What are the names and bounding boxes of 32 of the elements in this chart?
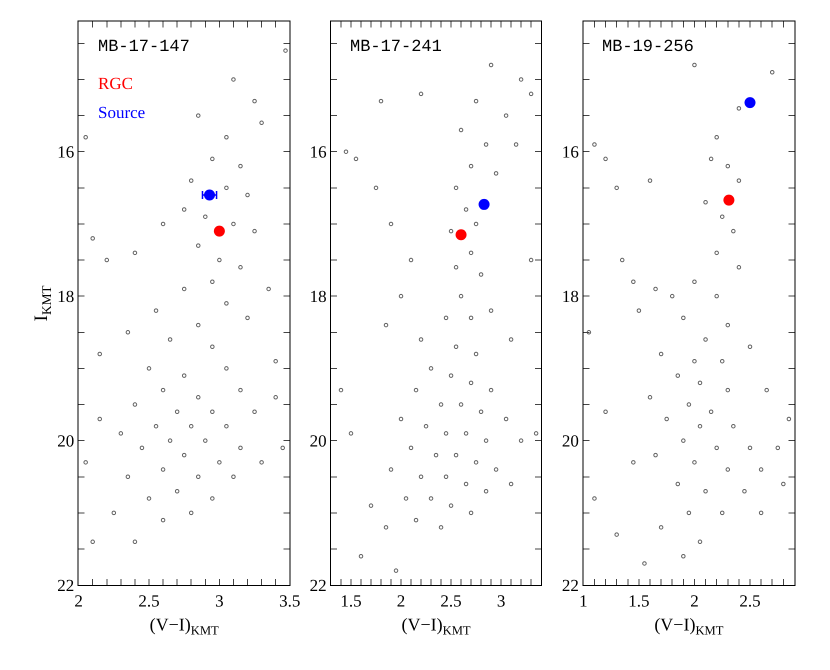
x-tick-label: 2.5 — [739, 592, 761, 611]
text: MB-17-241 — [350, 38, 442, 57]
y-tick-label: 20 — [57, 432, 74, 451]
x-tick-label: 1 — [579, 592, 588, 611]
text: MB-19-256 — [602, 38, 694, 57]
x-tick-label: 1.5 — [628, 592, 650, 611]
y-tick-label: 18 — [562, 287, 579, 306]
y-tick-label: 20 — [310, 432, 327, 451]
y-tick-label: 16 — [562, 142, 579, 162]
x-tick-label: 3.5 — [279, 592, 300, 611]
x-tick-label: 1.5 — [340, 592, 362, 611]
text: RGC — [98, 74, 133, 93]
x-axis-title: (V−I)$_{KMT}$ — [654, 614, 724, 638]
x-tick-label: 2 — [396, 592, 406, 611]
x-tick-label: 3 — [215, 592, 224, 611]
x-tick-label: 2.5 — [440, 592, 462, 611]
x-tick-label: 2.5 — [138, 592, 160, 611]
x-axis-title: (V−I)$_{KMT}$ — [401, 614, 471, 638]
text: MB-17-147 — [98, 38, 190, 57]
y-tick-label: 16 — [310, 142, 327, 162]
y-tick-label: 22 — [310, 576, 327, 596]
y-tick-label: 20 — [562, 432, 579, 451]
y-tick-label: 18 — [57, 287, 74, 306]
x-tick-label: 2 — [690, 592, 699, 611]
y-tick-label: 22 — [57, 576, 74, 596]
x-axis-title: (V−I)$_{KMT}$ — [150, 614, 220, 638]
y-tick-label: 16 — [57, 142, 74, 162]
y-tick-label: 18 — [310, 287, 327, 306]
text: Source — [98, 103, 146, 122]
x-tick-label: 3 — [496, 592, 506, 611]
y-tick-label: 22 — [562, 576, 579, 596]
x-tick-label: 2 — [74, 592, 83, 611]
